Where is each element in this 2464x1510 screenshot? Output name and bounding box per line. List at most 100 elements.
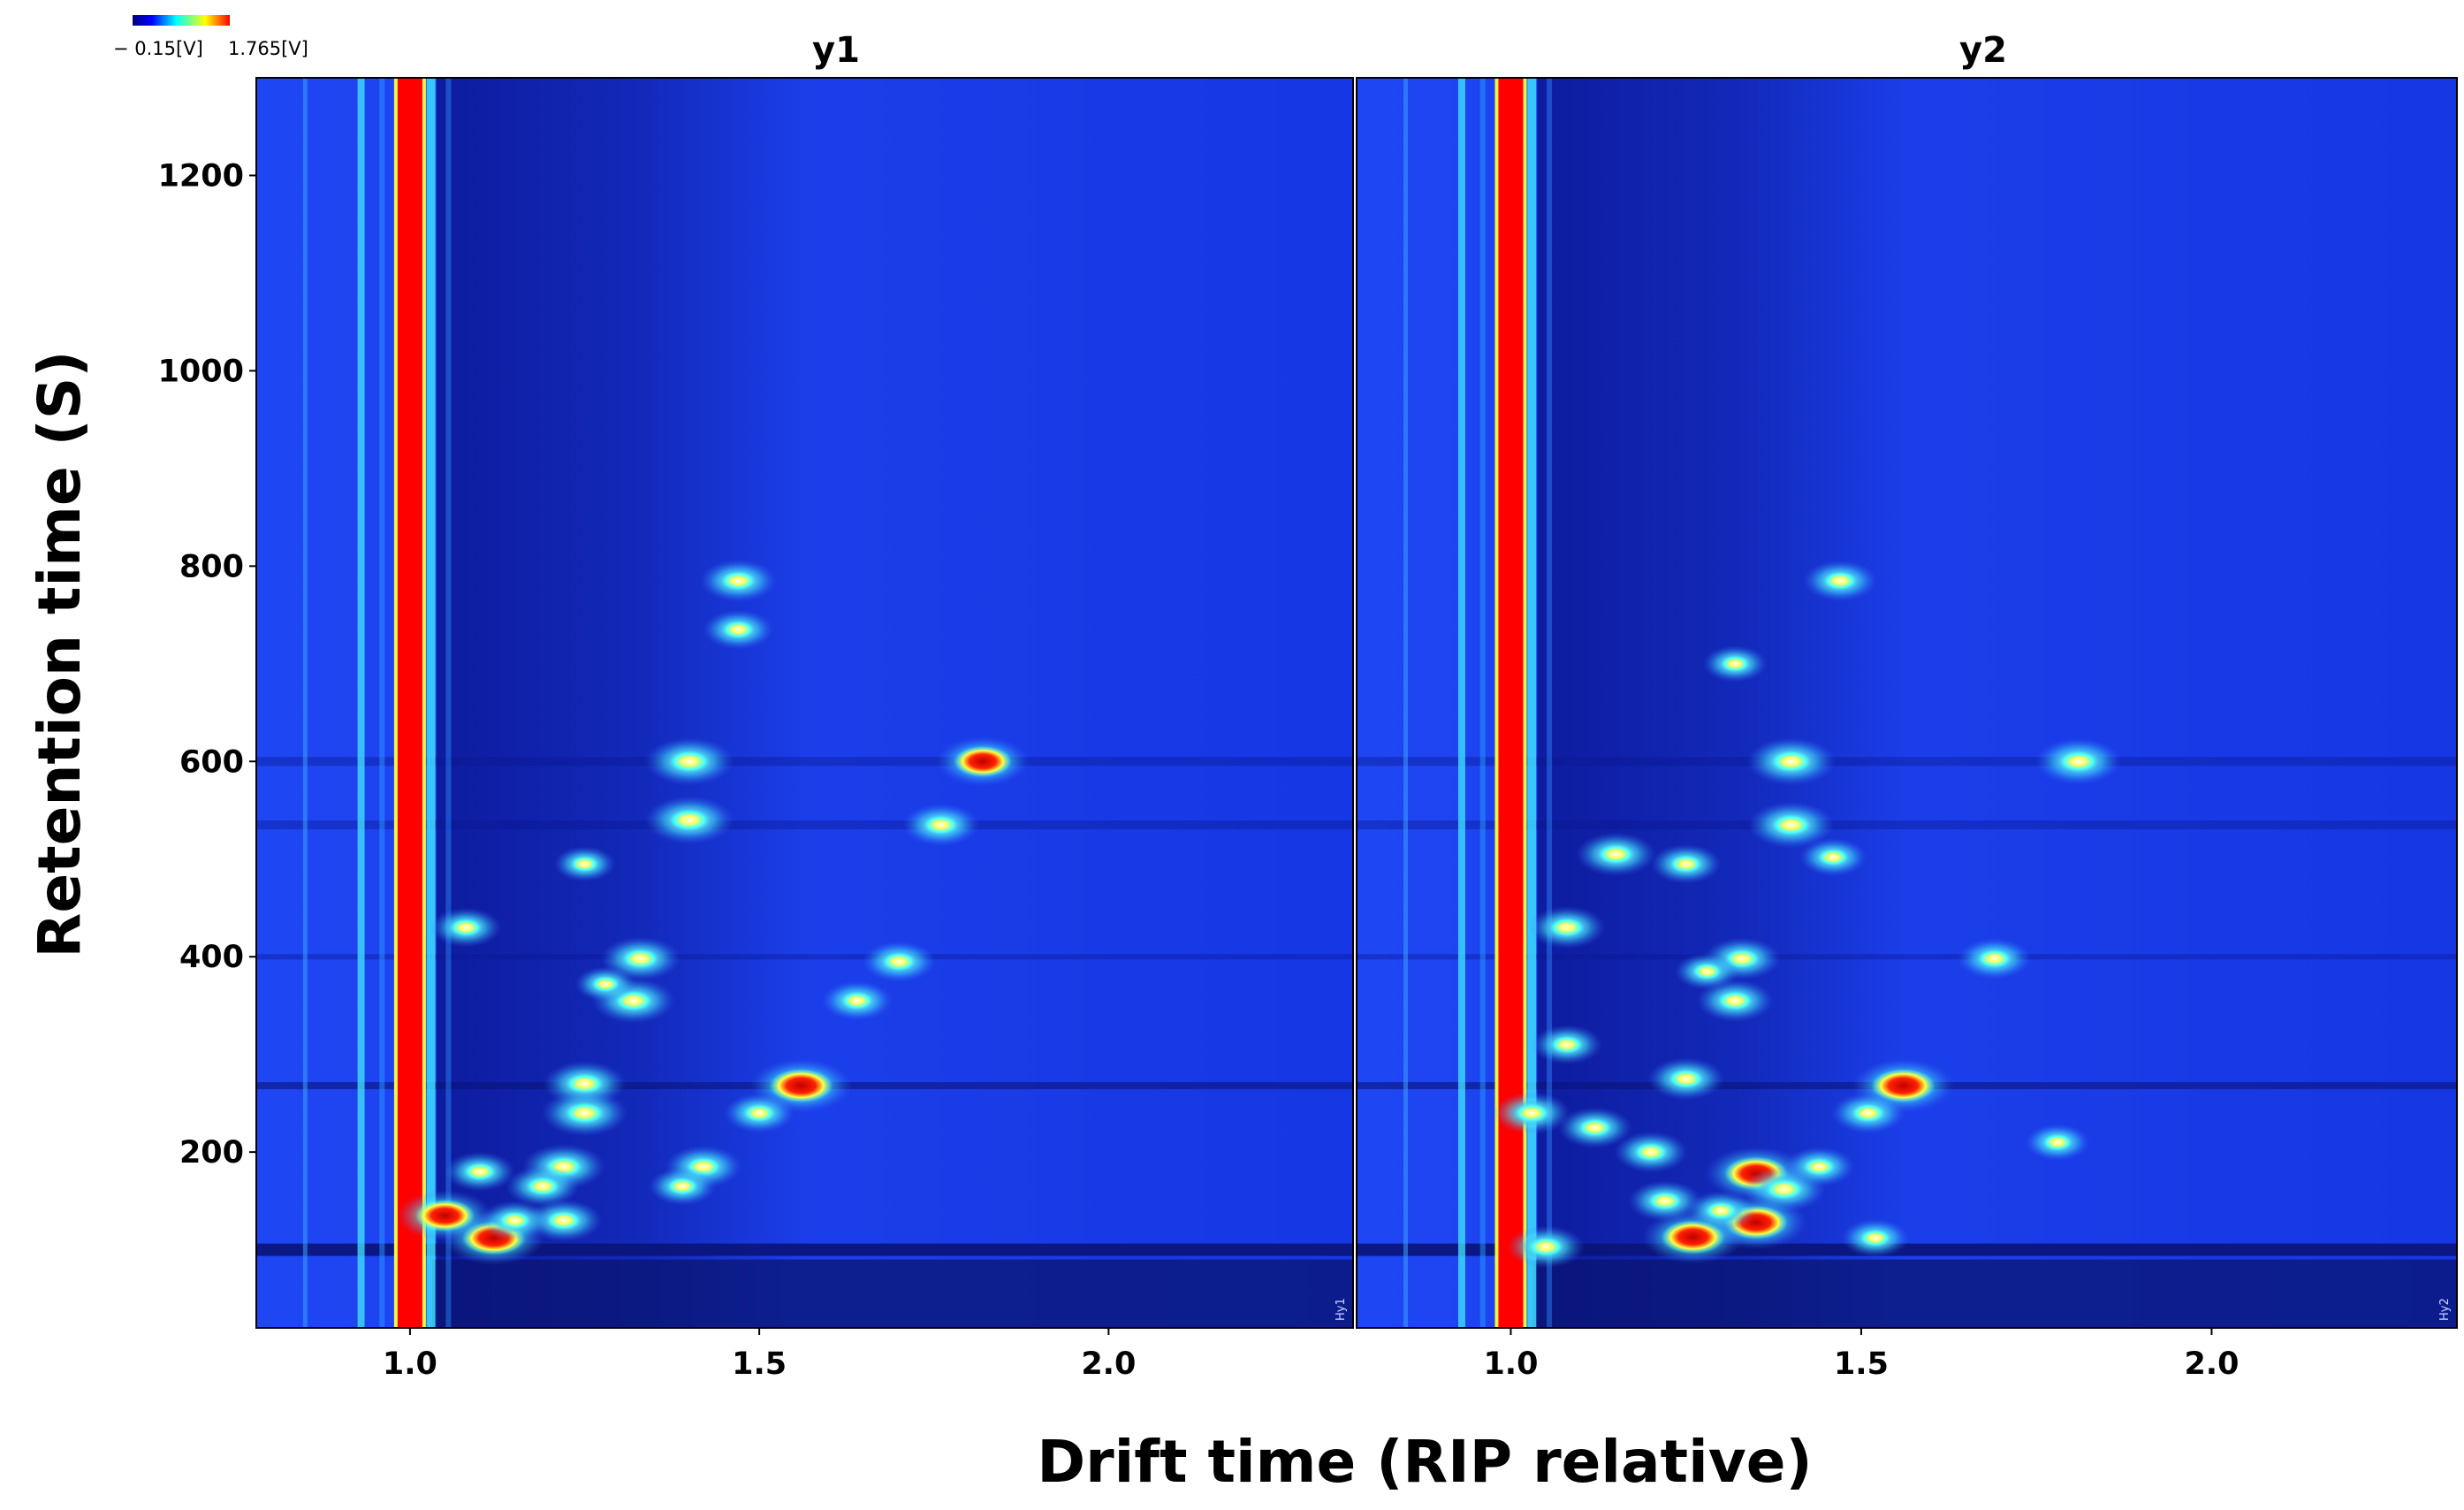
peak xyxy=(1817,568,1864,594)
horizontal-band xyxy=(1357,757,2457,766)
peak xyxy=(1715,652,1756,675)
heatmap-y1: Hy1 xyxy=(255,77,1354,1329)
peak xyxy=(492,1208,537,1233)
peak xyxy=(1662,1065,1710,1093)
horizontal-band xyxy=(256,757,1353,766)
peak xyxy=(1764,810,1819,840)
peak xyxy=(1571,1115,1618,1141)
peak xyxy=(1627,1139,1675,1165)
peak xyxy=(1971,945,2018,972)
rip-column xyxy=(1498,78,1524,1328)
horizontal-band xyxy=(1357,820,2457,830)
vertical-streak xyxy=(302,78,308,1328)
y-tick-label: 800 xyxy=(179,549,244,584)
y-tick-label: 200 xyxy=(179,1135,244,1171)
y-ticks-y1: 200 400 600 800 1000 1200 xyxy=(158,158,256,1171)
horizontal-band xyxy=(1357,1243,2457,1256)
vertical-streak xyxy=(1547,78,1553,1328)
vertical-streak xyxy=(1479,78,1486,1328)
colorbar: − 0.15[V] 1.765[V] xyxy=(113,15,308,59)
panel-y1-title: y1 xyxy=(812,30,860,71)
x-tick-label: 1.0 xyxy=(1483,1346,1538,1382)
peak xyxy=(1521,1233,1570,1261)
x-tick-label: 2.0 xyxy=(1081,1346,1136,1382)
y-axis-title: Retention time (S) xyxy=(26,351,94,958)
peak xyxy=(444,915,489,941)
vertical-streak xyxy=(357,78,365,1328)
y-tick-label: 1200 xyxy=(158,158,244,194)
peak xyxy=(1871,1069,1935,1103)
peak xyxy=(769,1069,833,1103)
x-ticks-y1: 1.0 1.5 2.0 xyxy=(383,1328,1136,1382)
peak xyxy=(1844,1100,1891,1126)
bottom-dark-region xyxy=(431,1259,1353,1328)
peak xyxy=(2051,746,2106,776)
peak xyxy=(615,944,666,972)
vertical-streak xyxy=(1457,78,1465,1328)
panel-y2-title: y2 xyxy=(1959,30,2007,71)
panel-y2: y2 Hy2 1.0 1.5 2.0 xyxy=(1356,30,2458,1382)
peak xyxy=(661,1174,704,1199)
peak xyxy=(714,567,763,594)
peak xyxy=(1853,1225,1897,1250)
peak xyxy=(1711,987,1760,1014)
peak xyxy=(954,745,1012,777)
peak xyxy=(457,1159,502,1185)
horizontal-band xyxy=(256,954,1353,960)
peak xyxy=(2037,1131,2078,1155)
peak xyxy=(558,1098,612,1128)
vertical-streak xyxy=(426,78,436,1328)
peak xyxy=(916,812,965,839)
file-tag: Hy1 xyxy=(1335,1298,1348,1321)
y-tick-label: 400 xyxy=(179,940,244,975)
peak xyxy=(1591,840,1641,868)
peak xyxy=(834,988,879,1013)
vertical-streak xyxy=(445,78,452,1328)
peak xyxy=(565,852,605,875)
x-tick-label: 1.5 xyxy=(732,1346,787,1382)
rip-column xyxy=(397,78,422,1328)
y-tick-label: 600 xyxy=(179,744,244,780)
peak xyxy=(737,1100,782,1125)
peak xyxy=(661,746,718,777)
peak xyxy=(1544,1032,1589,1057)
peak xyxy=(876,949,923,975)
x-ticks-y2: 1.0 1.5 2.0 xyxy=(1483,1328,2239,1382)
peak xyxy=(519,1173,567,1200)
colorbar-max-label: 1.765[V] xyxy=(228,38,308,59)
x-axis-title: Drift time (RIP relative) xyxy=(1037,1428,1812,1496)
peak xyxy=(1812,845,1855,870)
horizontal-band xyxy=(256,820,1353,830)
heatmap-area xyxy=(256,78,1353,1328)
colorbar-gradient xyxy=(133,15,230,26)
peak xyxy=(539,1207,588,1234)
heatmap-y2: Hy2 xyxy=(1356,77,2458,1329)
vertical-streak xyxy=(379,78,385,1328)
x-tick-label: 1.0 xyxy=(383,1346,437,1382)
peak xyxy=(1641,1187,1689,1214)
x-tick-label: 1.5 xyxy=(1834,1346,1889,1382)
y-tick-label: 1000 xyxy=(158,354,244,389)
peak xyxy=(1508,1099,1556,1126)
dark-zone xyxy=(436,78,808,1328)
vertical-streak xyxy=(1403,78,1409,1328)
peak xyxy=(1763,746,1820,777)
peak xyxy=(1663,851,1708,877)
peak xyxy=(716,617,761,643)
bottom-dark-region xyxy=(1532,1259,2457,1328)
colorbar-min-label: − 0.15[V] xyxy=(113,38,203,59)
peak xyxy=(414,1199,475,1232)
plot-frame xyxy=(255,77,1354,1329)
x-tick-label: 2.0 xyxy=(2184,1346,2239,1382)
vertical-streak xyxy=(1527,78,1537,1328)
panel-y1: y1 Hy1 1.0 1.5 2.0 200 400 600 800 1000 1200 xyxy=(158,30,1354,1382)
file-tag: Hy2 xyxy=(2438,1298,2452,1321)
horizontal-band xyxy=(1357,954,2457,960)
peak xyxy=(1542,914,1592,942)
peak xyxy=(586,972,625,995)
peak xyxy=(1797,1154,1842,1179)
peak xyxy=(1686,959,1728,983)
plot-frame xyxy=(1356,77,2458,1329)
heatmap-area xyxy=(1357,78,2457,1328)
